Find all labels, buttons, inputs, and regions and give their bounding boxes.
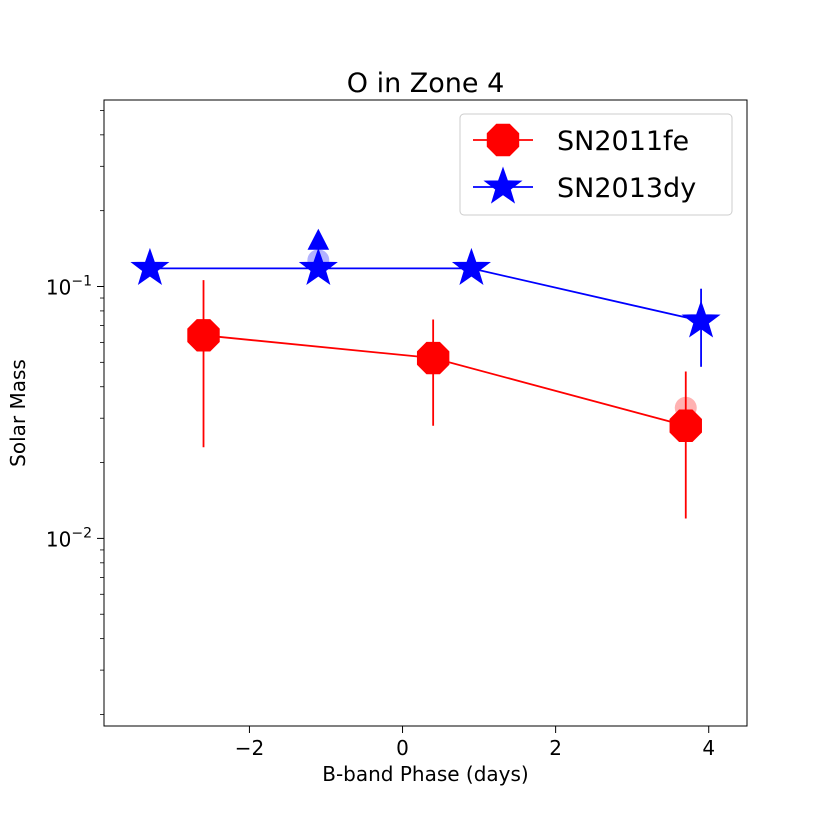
legend-label: SN2013dy bbox=[557, 173, 696, 204]
plot-frame bbox=[103, 99, 748, 727]
data-layer bbox=[130, 228, 721, 519]
series-SN2011fe bbox=[187, 280, 702, 519]
x-axis-label: B-band Phase (days) bbox=[322, 762, 529, 786]
legend-marker bbox=[483, 166, 523, 204]
ticks-layer: −2 0 2 4 10−1 10−2 bbox=[46, 110, 715, 760]
data-point bbox=[298, 247, 338, 285]
x-tick-label: 2 bbox=[549, 736, 562, 760]
data-point bbox=[681, 300, 721, 338]
lower-limit-marker bbox=[307, 228, 330, 250]
y-tick-label: 10−1 bbox=[46, 273, 92, 299]
legend: SN2011fe SN2013dy bbox=[459, 113, 733, 216]
series-SN2013dy bbox=[130, 228, 721, 367]
legend-label: SN2011fe bbox=[557, 126, 689, 157]
y-tick-label: 10−2 bbox=[46, 525, 92, 551]
legend-marker bbox=[486, 123, 520, 157]
series-line bbox=[149, 267, 702, 322]
data-point bbox=[669, 409, 702, 442]
x-tick-label: 4 bbox=[702, 736, 715, 760]
x-tick-label: −2 bbox=[235, 736, 264, 760]
data-point bbox=[187, 319, 220, 352]
data-point bbox=[451, 247, 491, 285]
data-point bbox=[130, 247, 170, 285]
chart-title: O in Zone 4 bbox=[347, 68, 505, 99]
y-axis-label: Solar Mass bbox=[6, 359, 30, 467]
data-point bbox=[416, 341, 450, 375]
x-tick-label: 0 bbox=[396, 736, 409, 760]
